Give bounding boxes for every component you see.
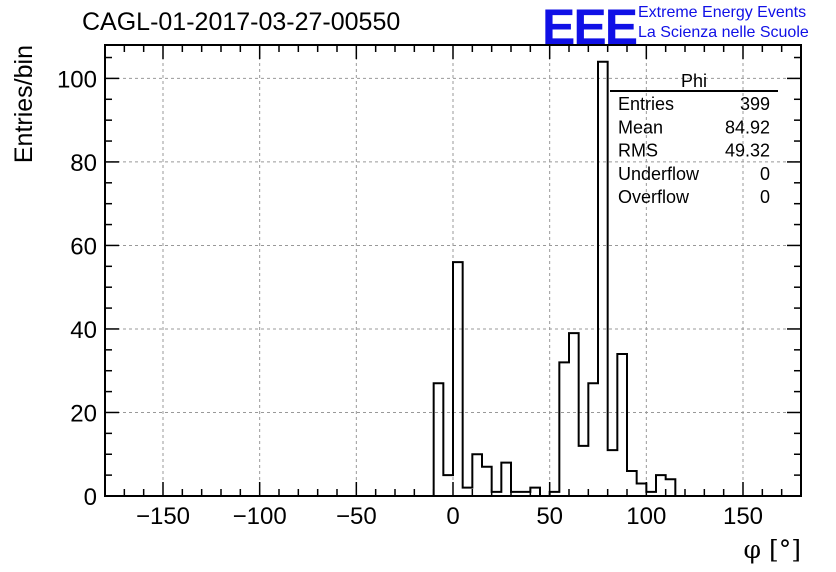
stats-label: Overflow — [618, 187, 690, 207]
logo-line-2: La Scienza nelle Scuole — [638, 24, 809, 41]
histogram-series — [432, 60, 677, 497]
stats-label: Mean — [618, 117, 663, 137]
logo-line-1: Extreme Energy Events — [638, 4, 807, 21]
y-tick-label: 100 — [57, 66, 97, 93]
y-tick-label: 20 — [70, 400, 97, 427]
stats-value: 0 — [760, 187, 770, 207]
y-tick-label: 60 — [70, 233, 97, 260]
stats-value: 0 — [760, 164, 770, 184]
y-tick-label: 0 — [84, 484, 97, 511]
x-tick-label: −150 — [136, 503, 190, 530]
y-tick-label: 80 — [70, 150, 97, 177]
stats-label: Entries — [618, 94, 674, 114]
x-axis-label: φ [°] — [744, 535, 801, 564]
stats-value: 84.92 — [725, 117, 770, 137]
stats-label: RMS — [618, 141, 658, 161]
x-tick-label: −100 — [233, 503, 287, 530]
stats-box-title: Phi — [681, 71, 707, 91]
stats-label: Underflow — [618, 164, 700, 184]
stats-value: 399 — [740, 94, 770, 114]
x-tick-label: 150 — [723, 503, 763, 530]
x-tick-label: −50 — [336, 503, 377, 530]
x-tick-label: 0 — [446, 503, 459, 530]
x-tick-label: 50 — [536, 503, 563, 530]
y-axis-label: Entries/bin — [10, 45, 38, 163]
stats-value: 49.32 — [725, 141, 770, 161]
chart-title: CAGL-01-2017-03-27-00550 — [82, 8, 401, 36]
y-tick-label: 40 — [70, 317, 97, 344]
x-tick-label: 100 — [626, 503, 666, 530]
